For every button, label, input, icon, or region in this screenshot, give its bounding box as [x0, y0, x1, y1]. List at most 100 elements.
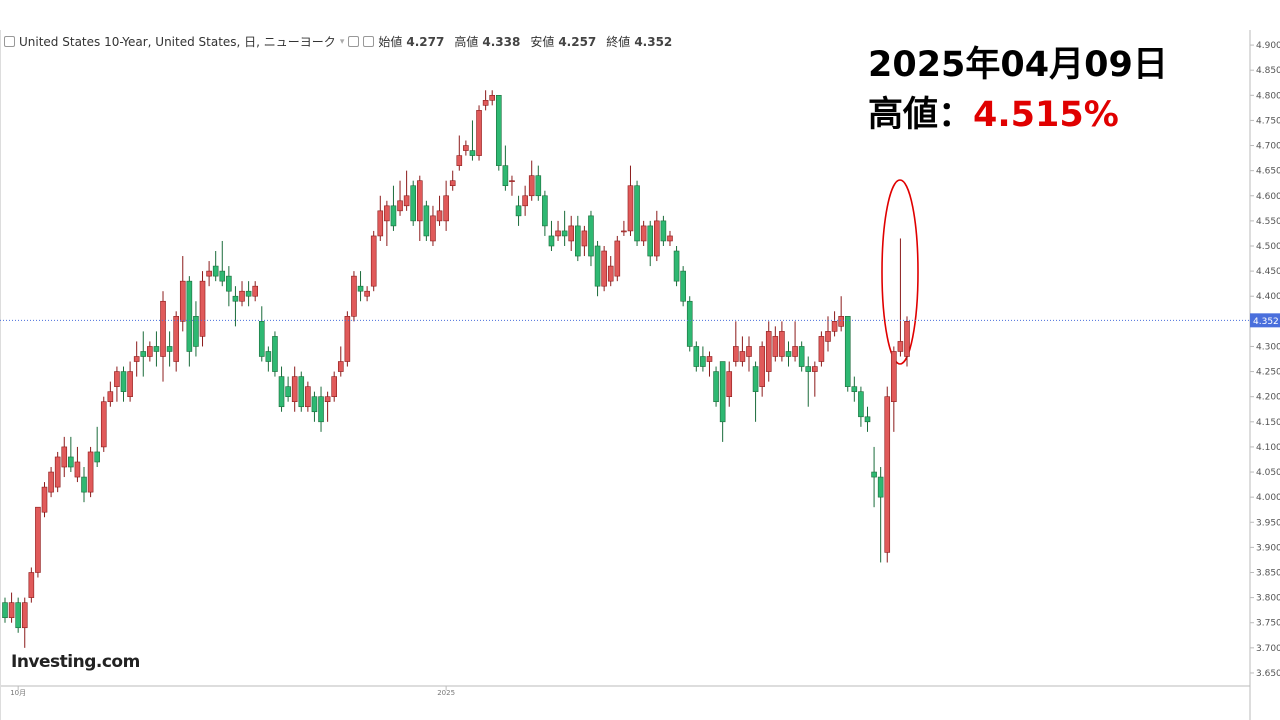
y-tick-label: 4.700 — [1256, 142, 1280, 152]
candle-body — [377, 210, 384, 237]
candle-body — [48, 471, 54, 493]
candle-body — [390, 205, 397, 227]
candle-body — [686, 300, 693, 347]
brand-logo: Investing.com — [11, 652, 140, 672]
candle-body — [680, 270, 686, 302]
candle-body — [193, 316, 199, 347]
candle-body — [456, 155, 463, 166]
candle-body — [561, 230, 568, 237]
y-tick-label: 4.400 — [1256, 292, 1280, 302]
y-tick-label: 3.750 — [1256, 619, 1280, 629]
candle-body — [245, 290, 252, 297]
last-price-tag — [1250, 313, 1280, 328]
ohlc-value: 4.257 — [558, 34, 597, 49]
candle-body — [364, 290, 370, 297]
y-tick-label: 4.900 — [1256, 41, 1280, 51]
candle-body — [660, 220, 667, 242]
annotation-value: 4.515% — [973, 95, 1119, 135]
candle-body — [324, 396, 331, 403]
y-tick-label: 4.550 — [1256, 217, 1280, 227]
candle-body — [634, 185, 640, 242]
y-tick-label: 4.750 — [1256, 116, 1280, 126]
candle-body — [884, 396, 891, 553]
candle-body — [311, 396, 318, 413]
candle-body — [891, 351, 897, 403]
candle-body — [897, 341, 904, 352]
y-tick-label: 4.000 — [1256, 493, 1280, 503]
candle-body — [443, 195, 449, 222]
y-tick-label: 4.250 — [1256, 368, 1280, 378]
ohlc-label: 始値 — [378, 35, 403, 49]
candle-body — [68, 456, 74, 468]
candle-body — [568, 225, 575, 242]
candle-body — [575, 225, 581, 257]
candle-body — [337, 361, 344, 372]
candle-body — [94, 451, 100, 463]
candle-body — [594, 245, 601, 287]
candle-body — [61, 446, 68, 468]
candle-body — [232, 295, 239, 302]
candle-body — [41, 486, 48, 513]
x-tick-label: 2025 — [437, 689, 455, 697]
candle-body — [173, 316, 179, 362]
last-price-label: 4.352 — [1253, 317, 1279, 327]
candle-body — [746, 346, 752, 357]
candle-body — [120, 371, 127, 392]
candle-body — [759, 346, 765, 387]
candle-body — [298, 376, 305, 408]
candle-body — [693, 346, 700, 367]
y-tick-label: 3.900 — [1256, 543, 1280, 553]
candle-body — [844, 316, 851, 387]
ohlc-label: 高値 — [454, 35, 479, 49]
candle-body — [601, 250, 607, 287]
candle-body — [542, 195, 548, 227]
candle-body — [733, 346, 739, 362]
candle-body — [160, 300, 166, 357]
candle-body — [430, 215, 436, 242]
close-icon[interactable] — [363, 36, 375, 47]
candle-body — [482, 100, 489, 106]
candle-body — [226, 275, 232, 292]
highlight-ellipse — [881, 179, 919, 365]
y-tick-label: 3.950 — [1256, 518, 1280, 528]
candle-body — [2, 602, 8, 619]
candle-body — [305, 386, 311, 408]
candle-body — [772, 336, 779, 357]
candle-body — [752, 366, 759, 392]
candle-body — [469, 150, 476, 156]
dropdown-icon[interactable]: ▾ — [339, 36, 345, 47]
ohlc-label: 安値 — [530, 35, 555, 49]
candle-body — [588, 215, 594, 257]
candle-body — [647, 225, 654, 257]
candle-body — [798, 346, 805, 367]
candle-body — [495, 95, 502, 166]
candle-body — [621, 230, 627, 233]
instrument-title: United States 10-Year, United States, 日,… — [19, 35, 336, 49]
candle-body — [700, 356, 706, 367]
ohlc-value: 4.277 — [406, 34, 445, 49]
candle-body — [114, 371, 120, 387]
candle-body — [831, 321, 838, 332]
y-tick-label: 4.800 — [1256, 91, 1280, 101]
candle-body — [153, 346, 160, 352]
candle-body — [436, 210, 443, 222]
candle-body — [186, 280, 193, 352]
candle-body — [410, 185, 417, 222]
candle-body — [463, 145, 469, 151]
candle-body — [614, 240, 621, 277]
candle-body — [21, 602, 28, 629]
settings-icon[interactable] — [348, 36, 360, 47]
candle-body — [272, 336, 278, 372]
candle-body — [423, 205, 430, 237]
candle-body — [370, 235, 377, 287]
candle-body — [127, 371, 133, 397]
candle-body — [166, 346, 173, 352]
candle-body — [904, 321, 910, 357]
candle-body — [107, 391, 114, 403]
candle-body — [403, 195, 410, 207]
collapse-icon[interactable] — [4, 36, 15, 47]
candle-body — [140, 351, 147, 357]
candle-body — [555, 230, 561, 237]
candle-body — [792, 346, 798, 357]
